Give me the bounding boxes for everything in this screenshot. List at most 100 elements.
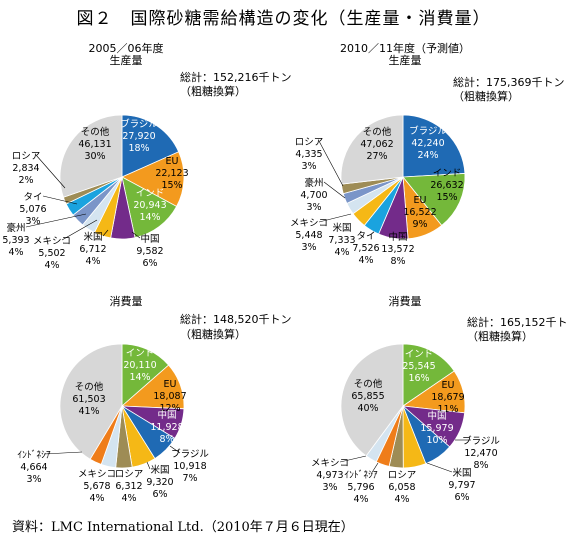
chart4-label-others-name: その他 [354, 378, 383, 390]
chart4-label-others-value: 65,855 [351, 391, 384, 402]
chart4-leader-mexico [339, 455, 367, 463]
chart1-leader-russia [35, 154, 66, 189]
chart2-label-china-pct: 8% [390, 256, 405, 267]
chart2-slice-india [402, 173, 466, 227]
chart2-label-australia-pct: 3% [306, 202, 321, 213]
chart4-label-indonesia-value: 5,796 [347, 482, 374, 493]
chart1-label-eu-pct: 15% [161, 180, 182, 191]
chart1-label-thailand-name: タイ [23, 192, 42, 203]
chart3-label-eu-value: 18,087 [153, 391, 186, 402]
chart2-label-thailand-value: 7,526 [352, 243, 379, 254]
chart3-label-indonesia-value: 4,664 [20, 462, 47, 473]
chart3-leader-indonesia [43, 451, 83, 455]
chart1-label-china-name: 中国 [140, 233, 159, 245]
chart1-slice-others [59, 114, 123, 198]
chart4-slice-others [340, 343, 404, 457]
chart4-label-india-value: 25,545 [402, 361, 435, 372]
chart1-period: 2005／06年度 [89, 41, 164, 55]
chart4-leader-usa [426, 462, 453, 473]
chart1-total: 総計：152,216千トン [180, 70, 292, 84]
chart2-label-russia-pct: 3% [301, 161, 316, 172]
chart1-basis: （粗糖換算） [180, 84, 246, 98]
chart3-label-mexico-pct: 4% [89, 493, 104, 504]
chart1-label-eu-name: EU [166, 156, 179, 167]
chart2-leader-australia [323, 181, 346, 199]
chart3-label-others-pct: 41% [78, 406, 99, 417]
chart4-leader-indonesia [370, 462, 379, 475]
chart1-label-australia-value: 5,393 [2, 235, 29, 246]
chart4-label-brazil-pct: 8% [473, 460, 488, 471]
chart2-label-others-value: 47,062 [360, 139, 393, 150]
chart4-label-russia-name: ロシア [388, 470, 417, 481]
chart2-label-thailand-name: タイ [356, 231, 375, 242]
chart3-label-brazil-pct: 7% [182, 473, 197, 484]
chart3-slice-india [121, 343, 170, 407]
chart1-leader-china [131, 231, 141, 239]
chart4-label-mexico-pct: 3% [322, 482, 337, 493]
chart1-label-eu-value: 22,123 [155, 168, 188, 179]
chart1-label-australia-name: 豪州 [6, 222, 25, 234]
chart4-label-china-name: 中国 [427, 410, 446, 422]
chart1-label-thailand-value: 5,076 [19, 204, 46, 215]
chart3-leader-usa [146, 461, 151, 470]
chart2-label-thailand-pct: 4% [358, 255, 373, 266]
chart3-label-china-pct: 8% [159, 434, 174, 445]
chart2-label-china-name: 中国 [388, 231, 407, 243]
chart2-label-brazil-value: 42,240 [411, 138, 444, 149]
chart3-basis: （粗糖換算） [180, 327, 246, 341]
chart2-label-mexico-name: メキシコ [290, 218, 328, 229]
chart4-slice-india [402, 343, 455, 407]
chart3-label-brazil-name: ブラジル [171, 448, 209, 460]
chart3-label-eu-name: EU [164, 379, 177, 390]
chart3-label-china-name: 中国 [157, 409, 176, 421]
chart4-label-china-value: 15,979 [420, 423, 453, 434]
chart3-subtitle: 消費量 [110, 294, 143, 308]
chart3-label-eu-pct: 12% [159, 403, 180, 414]
chart4-label-mexico-name: メキシコ [311, 458, 349, 469]
chart2-label-eu-pct: 9% [412, 219, 427, 230]
chart1-label-others-pct: 30% [84, 151, 105, 162]
chart2-leader-mexico [318, 213, 352, 223]
chart1-label-russia-pct: 2% [18, 175, 33, 186]
chart3-label-usa-value: 9,320 [146, 477, 173, 488]
chart3-label-russia-name: ロシア [115, 469, 144, 480]
chart3-label-russia-value: 6,312 [115, 481, 142, 492]
chart2-label-india-name: インド [433, 168, 462, 179]
chart4-label-russia-value: 6,058 [388, 482, 415, 493]
chart4-label-eu-pct: 11% [437, 404, 458, 415]
chart4-total: 総計：165,152千トン [467, 315, 567, 329]
chart2-label-india-value: 26,632 [430, 180, 463, 191]
chart2-label-mexico-pct: 3% [301, 242, 316, 253]
chart2-period: 2010／11年度（予測値） [340, 41, 470, 55]
chart3-label-brazil-value: 10,918 [173, 461, 206, 472]
chart1-subtitle: 生産量 [110, 53, 143, 67]
chart1-slice-india [121, 176, 178, 239]
chart4-basis: （粗糖換算） [467, 329, 533, 343]
chart1-label-mexico-pct: 4% [44, 260, 59, 271]
chart4-label-others-pct: 40% [357, 403, 378, 414]
chart3-slice-others [59, 343, 123, 460]
chart1-leader-usa [102, 229, 109, 237]
chart3-label-mexico-value: 5,678 [83, 481, 110, 492]
chart4-label-indonesia-name: ｲﾝﾄﾞﾈｼｱ [344, 470, 378, 481]
chart2-label-russia-name: ロシア [295, 137, 324, 148]
page-title: 図２ 国際砂糖需給構造の変化（生産量・消費量） [76, 9, 491, 29]
chart1-label-others-name: その他 [81, 126, 110, 138]
chart3-label-china-value: 11,928 [150, 422, 183, 433]
chart3-label-usa-name: 米国 [150, 464, 169, 476]
chart4-label-india-pct: 16% [408, 373, 429, 384]
chart2-label-australia-value: 4,700 [300, 190, 327, 201]
chart4-label-usa-name: 米国 [452, 467, 471, 479]
chart2-label-india-pct: 15% [436, 192, 457, 203]
chart4-label-usa-value: 9,797 [448, 480, 475, 491]
chart3-label-india-name: インド [126, 348, 155, 359]
chart1-slice-eu [121, 151, 185, 207]
chart4-label-brazil-value: 12,470 [464, 448, 497, 459]
chart2-subtitle: 生産量 [389, 53, 422, 67]
chart3-label-india-pct: 14% [129, 372, 150, 383]
chart2-label-others-name: その他 [363, 126, 392, 138]
chart1-label-thailand-pct: 3% [25, 216, 40, 227]
